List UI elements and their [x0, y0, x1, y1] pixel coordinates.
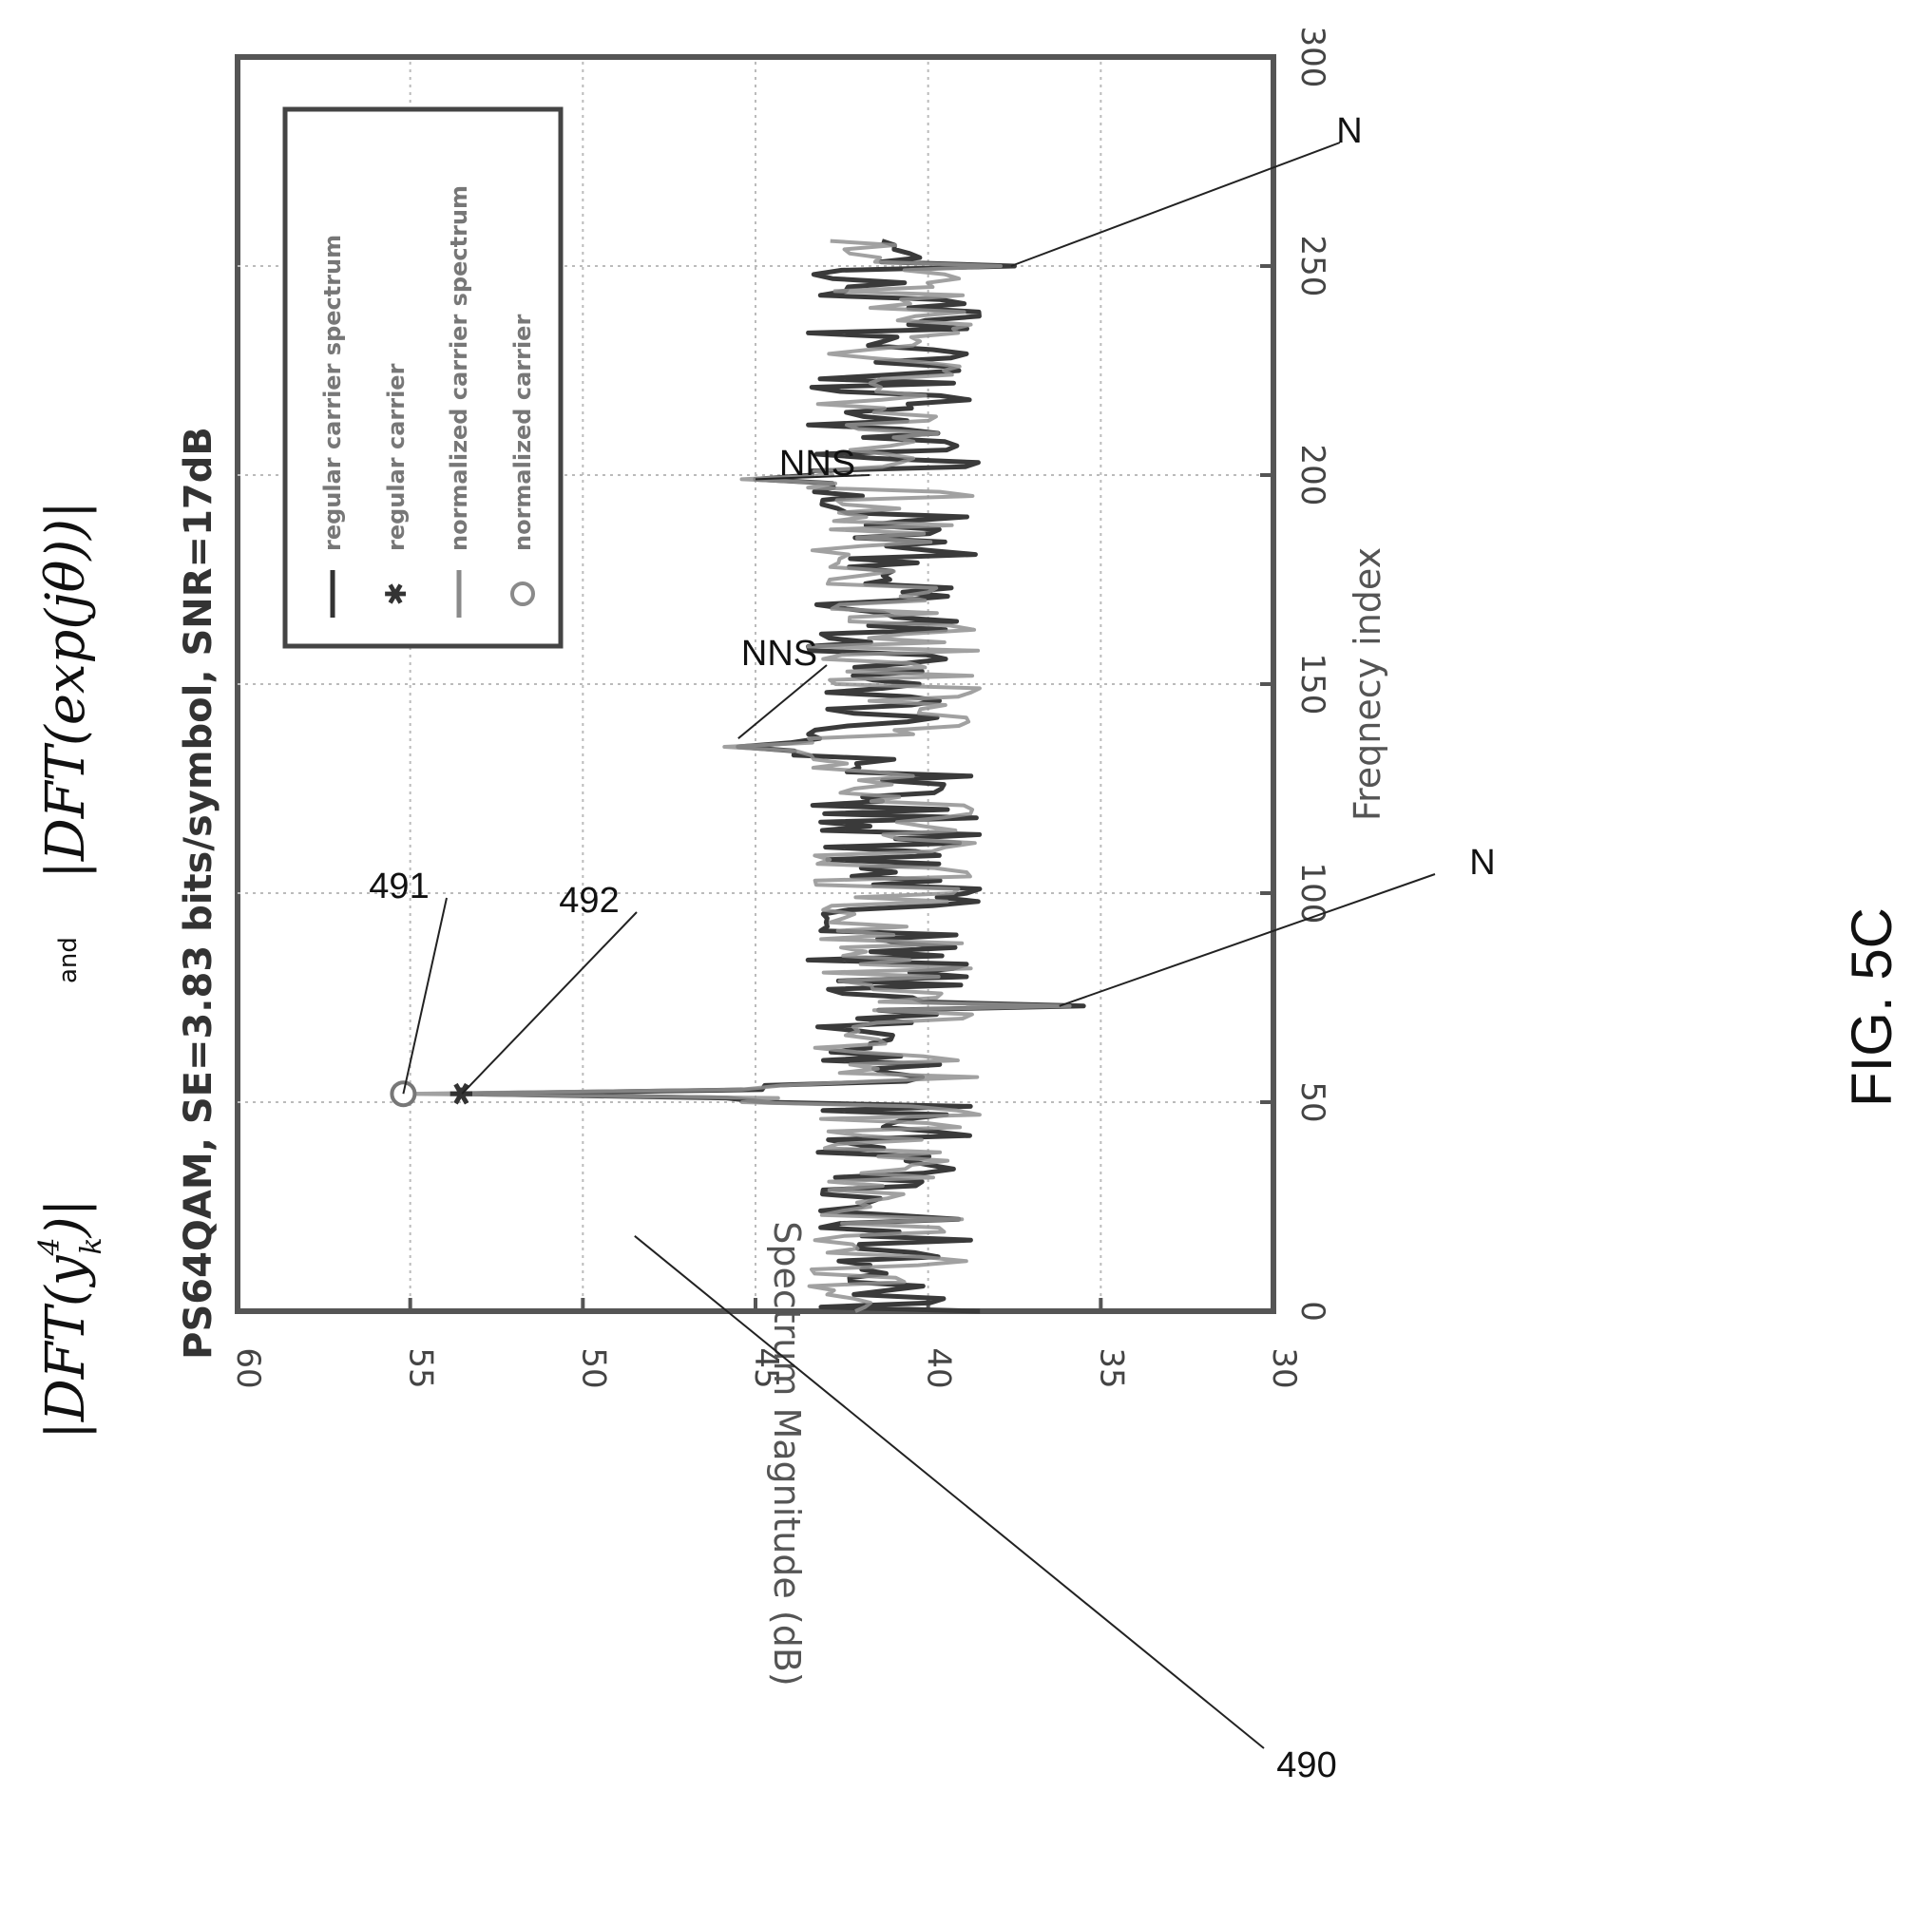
- legend-entry-normalized-carrier: normalized carrier: [509, 314, 536, 606]
- legend: regular carrier spectrum ✱ regular carri…: [282, 106, 564, 649]
- annotation-label: 492: [559, 881, 619, 921]
- annotation-label: N: [1336, 111, 1362, 151]
- x-tick-label: 300: [1293, 27, 1331, 88]
- x-tick-label: 200: [1293, 445, 1331, 506]
- x-tick-label: 0: [1293, 1301, 1331, 1322]
- title-math-sup: 4: [33, 1237, 67, 1256]
- annotation-leader: [634, 1235, 1265, 1749]
- annotation-leader: [1010, 142, 1341, 267]
- legend-label: regular carrier spectrum: [319, 235, 346, 551]
- y-tick-label: 60: [229, 1347, 267, 1388]
- x-axis-label: Freqnecy index: [1347, 547, 1388, 821]
- y-tick-label: 45: [747, 1347, 785, 1388]
- x-tick-label: 50: [1293, 1081, 1331, 1122]
- annotation-leader: [402, 897, 448, 1095]
- legend-entry-normalized-carrier-spectrum: normalized carrier spectrum: [446, 185, 472, 618]
- annotation-leader: [755, 474, 870, 481]
- axis-ticks: 30 35 40 45 50 55 60 0 50 100 150 200 250 300: [229, 27, 1331, 1389]
- annotation-label: 491: [369, 867, 429, 906]
- annotations: 490 491 492 N NNS NNS N: [369, 111, 1495, 1785]
- series-line-0: [459, 238, 1086, 1314]
- y-tick-label: 50: [574, 1347, 612, 1388]
- legend-label: normalized carrier: [509, 314, 536, 551]
- legend-entry-regular-carrier: ✱ regular carrier: [380, 363, 413, 605]
- annotation-label: 490: [1276, 1745, 1336, 1785]
- y-tick-label: 35: [1092, 1347, 1130, 1388]
- annotation-label: N: [1469, 843, 1495, 883]
- annotation-label: NNS: [779, 444, 855, 484]
- x-tick-label: 100: [1293, 863, 1331, 924]
- y-axis-label: Spectrum Magnitude (dB): [766, 1221, 808, 1686]
- chart: |DFT(y4 k)| and |DFT(exp(jθ))| PS64QAM, S…: [33, 27, 1496, 1785]
- legend-box: [282, 106, 564, 649]
- figure-label: FIG. 5C: [1840, 907, 1903, 1107]
- chart-subtitle: PS64QAM, SE=3.83 bits/symbol, SNR=17dB: [177, 427, 220, 1360]
- y-tick-label: 40: [920, 1347, 958, 1388]
- title-math-part2: |DFT(exp(jθ))|: [35, 501, 97, 879]
- marker-layer: ✱: [390, 1080, 480, 1108]
- title-math-part1: |DFT(y4 k)|: [33, 1199, 108, 1439]
- x-tick-label: 150: [1293, 654, 1331, 715]
- legend-label: normalized carrier spectrum: [446, 185, 472, 551]
- star-icon: ✱: [380, 581, 413, 605]
- annotation-leader: [1059, 873, 1436, 1007]
- series-line-1: [401, 238, 1072, 1313]
- y-tick-label: 30: [1265, 1347, 1303, 1388]
- legend-entry-regular-carrier-spectrum: regular carrier spectrum: [319, 235, 346, 618]
- circle-icon: [510, 581, 535, 606]
- chart-title: |DFT(y4 k)| and |DFT(exp(jθ))|: [33, 501, 108, 1439]
- legend-label: regular carrier: [383, 363, 410, 551]
- annotation-leader: [461, 911, 638, 1095]
- x-tick-label: 250: [1293, 236, 1331, 297]
- title-and: and: [54, 937, 83, 983]
- title-math-sub: k: [75, 1237, 108, 1254]
- annotation-label: NNS: [741, 634, 817, 674]
- y-tick-label: 55: [402, 1347, 440, 1388]
- annotation-leader: [737, 664, 828, 739]
